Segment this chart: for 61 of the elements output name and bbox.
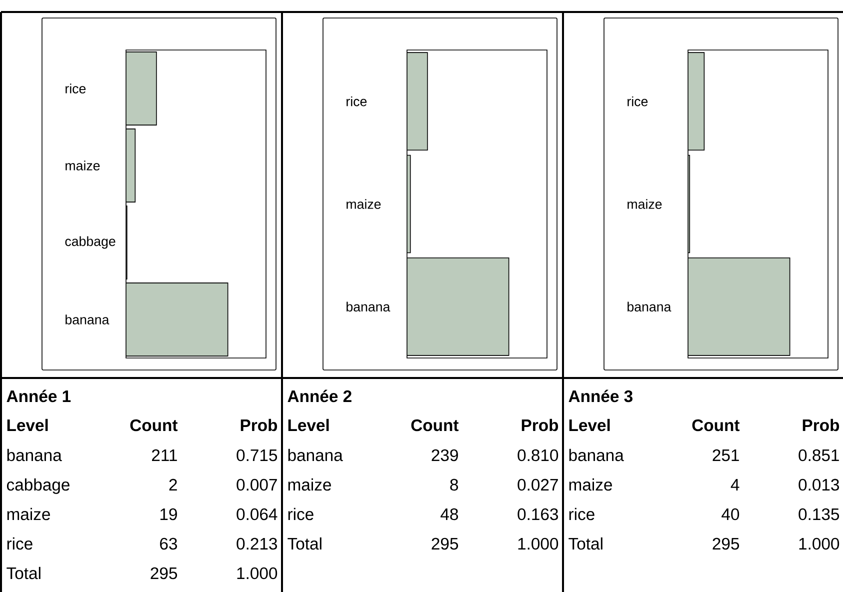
text: 0.851: [798, 449, 839, 462]
y-tick-label: banana: [66, 314, 110, 324]
text: 1.000: [518, 538, 558, 550]
text: 0.013: [798, 478, 839, 491]
text: 0.007: [236, 478, 277, 491]
y-tick-label: rice: [66, 84, 86, 94]
text: 0.135: [798, 508, 840, 520]
y-tick-label: maize: [66, 160, 100, 170]
text: Prob: [522, 418, 558, 432]
text: Level: [569, 418, 610, 432]
text: 0.163: [518, 508, 558, 520]
y-tick-label: banana: [346, 302, 390, 312]
y-tick-label: cabbage: [65, 236, 116, 249]
text: 0.715: [236, 449, 278, 462]
category-label: rice: [288, 508, 314, 520]
category-label: banana: [569, 448, 624, 462]
text: Total: [288, 537, 322, 550]
text: 0.064: [236, 508, 278, 520]
text: 2: [169, 478, 177, 490]
text: Level: [288, 418, 329, 432]
text: 295: [432, 538, 458, 550]
category-label: maize: [288, 478, 331, 491]
text: 0.213: [236, 538, 277, 550]
text: 40: [722, 508, 740, 520]
text: Total: [6, 566, 40, 580]
text: Année 3: [568, 390, 632, 402]
text: 295: [712, 538, 740, 550]
text: Count: [130, 419, 178, 432]
text: 1.000: [237, 567, 278, 580]
text: 251: [712, 449, 739, 462]
category-label: banana: [7, 448, 62, 462]
text: Count: [692, 419, 740, 432]
text: 19: [160, 508, 177, 520]
text: 239: [432, 449, 458, 462]
text: 0.810: [518, 449, 558, 462]
text: Année 2: [288, 390, 352, 402]
text: 0.027: [518, 478, 558, 491]
text: Count: [411, 419, 459, 432]
category-label: cabbage: [6, 478, 70, 494]
category-label: banana: [288, 448, 343, 462]
category-label: rice: [569, 508, 594, 520]
y-tick-label: rice: [346, 96, 367, 106]
y-tick-label: rice: [628, 96, 648, 106]
text: 63: [160, 538, 177, 550]
category-label: maize: [569, 478, 612, 491]
text: 1.000: [799, 538, 840, 550]
text: 48: [440, 508, 458, 520]
text: 8: [450, 478, 458, 491]
text: Prob: [240, 418, 278, 432]
text: Level: [7, 418, 48, 432]
y-tick-label: maize: [628, 199, 662, 209]
text: 211: [152, 449, 177, 461]
y-tick-label: maize: [346, 199, 381, 209]
text: Prob: [802, 418, 840, 432]
text: Total: [568, 537, 602, 550]
y-tick-label: banana: [628, 302, 672, 312]
text: 295: [150, 567, 178, 580]
text: Année 1: [6, 390, 71, 402]
category-label: maize: [7, 508, 50, 520]
text: 4: [730, 479, 740, 490]
category-label: rice: [7, 537, 32, 550]
